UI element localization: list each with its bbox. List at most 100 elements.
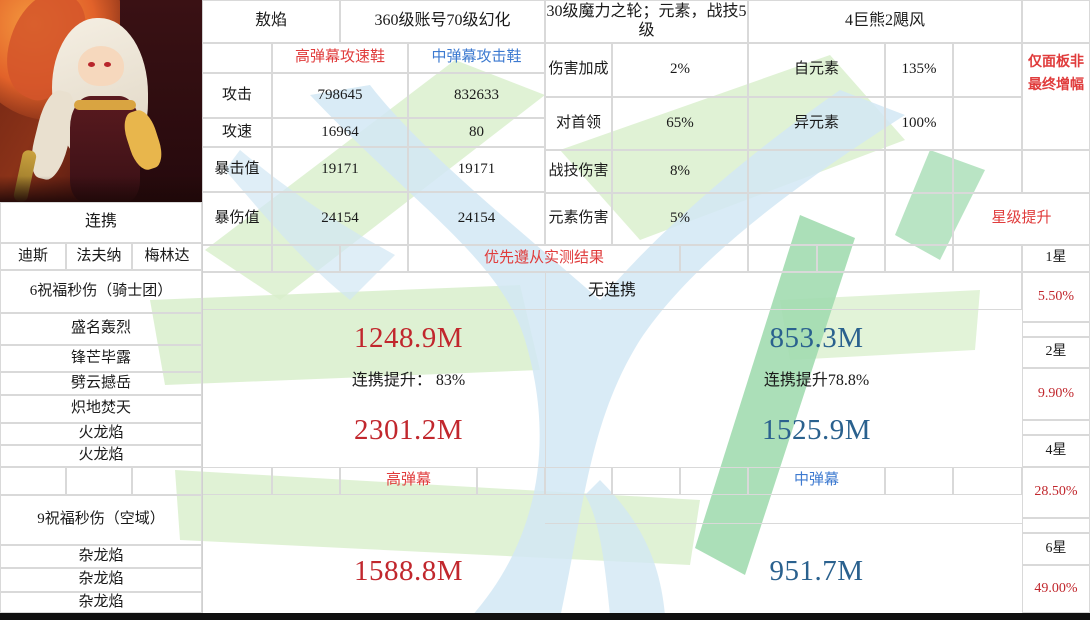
- link-partner-1[interactable]: 迪斯: [0, 243, 66, 270]
- dps-blessing9-row[interactable]: 1588.8M 951.7M: [202, 495, 1022, 613]
- link-title[interactable]: 连携: [0, 202, 202, 243]
- star-empty-2[interactable]: [1022, 420, 1090, 435]
- priority-row-empty-6[interactable]: [817, 245, 885, 272]
- stat-label-critdmg[interactable]: 暴伤值: [202, 192, 272, 245]
- star-1-value[interactable]: 5.50%: [1022, 272, 1090, 322]
- dmg-value-element[interactable]: 5%: [612, 193, 748, 245]
- mode-row-empty-2[interactable]: [272, 467, 340, 495]
- stat-attack-high[interactable]: 798645: [272, 73, 408, 118]
- blessing6-skill-4[interactable]: 炽地焚天: [0, 395, 202, 423]
- element-value-other[interactable]: 100%: [885, 97, 953, 150]
- stat-label-crit[interactable]: 暴击值: [202, 147, 272, 192]
- character-eye: [104, 62, 111, 67]
- mode-row-empty-4[interactable]: [545, 467, 612, 495]
- mode-row-empty-8[interactable]: [953, 467, 1022, 495]
- mode-row-empty-5[interactable]: [612, 467, 680, 495]
- dmg-value-skill[interactable]: 8%: [612, 150, 748, 193]
- stat-critdmg-high[interactable]: 24154: [272, 192, 408, 245]
- priority-row-empty-4[interactable]: [680, 245, 748, 272]
- element-empty-5[interactable]: [953, 150, 1022, 193]
- blessing6-skill-6[interactable]: 火龙焰: [0, 445, 202, 467]
- star-1-label[interactable]: 1星: [1022, 245, 1090, 272]
- link-boost-row[interactable]: 连携提升： 83% 连携提升78.8%: [202, 368, 1022, 395]
- no-link-row[interactable]: 无连携: [202, 272, 1022, 310]
- element-empty-6[interactable]: [748, 193, 885, 245]
- element-label-other[interactable]: 异元素: [748, 97, 885, 150]
- dps-blessing9-mid: 951.7M: [769, 554, 864, 587]
- blessing9-skill-2[interactable]: 杂龙焰: [0, 568, 202, 592]
- dmg-value-boss[interactable]: 65%: [612, 97, 748, 150]
- header-character-name[interactable]: 敖焰: [202, 0, 340, 43]
- blessing6-skill-2[interactable]: 锋芒毕露: [0, 345, 202, 372]
- star-6-value[interactable]: 49.00%: [1022, 565, 1090, 613]
- element-empty-2[interactable]: [953, 97, 1022, 150]
- element-empty-3[interactable]: [748, 150, 885, 193]
- mode-row-empty-7[interactable]: [885, 467, 953, 495]
- header-empty-cell[interactable]: [1022, 0, 1090, 43]
- priority-row-empty-2[interactable]: [272, 245, 340, 272]
- blessing6-skill-5[interactable]: 火龙焰: [0, 423, 202, 445]
- dmg-label-element[interactable]: 元素伤害: [545, 193, 612, 245]
- mode-row-empty-6[interactable]: [680, 467, 748, 495]
- blessing9-title[interactable]: 9祝福秒伤（空域）: [0, 495, 202, 545]
- blessing9-skill-1[interactable]: 杂龙焰: [0, 545, 202, 568]
- panel-note-empty[interactable]: [1022, 150, 1090, 193]
- element-empty-1[interactable]: [953, 43, 1022, 97]
- left-empty-2[interactable]: [66, 467, 132, 495]
- stat-label-speed[interactable]: 攻速: [202, 118, 272, 147]
- mode-label-mid[interactable]: 中弹幕: [748, 467, 885, 495]
- stats-col-mid-shoe[interactable]: 中弹幕攻击鞋: [408, 43, 545, 73]
- element-label-self[interactable]: 自元素: [748, 43, 885, 97]
- priority-row-empty-7[interactable]: [885, 245, 953, 272]
- link-partner-2[interactable]: 法夫纳: [66, 243, 132, 270]
- left-empty-1[interactable]: [0, 467, 66, 495]
- blessing9-skill-3[interactable]: 杂龙焰: [0, 592, 202, 613]
- dps-no-link-row[interactable]: 1248.9M 853.3M: [202, 310, 1022, 368]
- mode-row-empty-1[interactable]: [202, 467, 272, 495]
- star-2-label[interactable]: 2星: [1022, 337, 1090, 368]
- star-empty-3[interactable]: [1022, 518, 1090, 533]
- character-face: [78, 46, 124, 86]
- panel-note[interactable]: 仅面板非最终增幅: [1022, 43, 1090, 150]
- blessing6-title[interactable]: 6祝福秒伤（骑士团）: [0, 270, 202, 313]
- priority-row-empty-3[interactable]: [340, 245, 408, 272]
- dps-link-high: 2301.2M: [353, 414, 464, 447]
- blessing6-skill-1[interactable]: 盛名轰烈: [0, 313, 202, 345]
- stat-critdmg-mid[interactable]: 24154: [408, 192, 545, 245]
- link-partner-3[interactable]: 梅林达: [132, 243, 202, 270]
- stat-attack-mid[interactable]: 832633: [408, 73, 545, 118]
- header-magic-wheel[interactable]: 30级魔力之轮；元素，战技5级: [545, 0, 748, 43]
- stats-corner-cell[interactable]: [202, 43, 272, 73]
- blessing6-skill-3[interactable]: 劈云撼岳: [0, 372, 202, 395]
- mode-row-empty-3[interactable]: [477, 467, 545, 495]
- stat-speed-high[interactable]: 16964: [272, 118, 408, 147]
- priority-note[interactable]: 优先遵从实测结果: [408, 245, 680, 272]
- dmg-label-boss[interactable]: 对首领: [545, 97, 612, 150]
- priority-row-empty-8[interactable]: [953, 245, 1022, 272]
- dmg-value-bonus[interactable]: 2%: [612, 43, 748, 97]
- stats-col-high-shoe[interactable]: 高弹幕攻速鞋: [272, 43, 408, 73]
- element-empty-4[interactable]: [885, 150, 953, 193]
- star-6-label[interactable]: 6星: [1022, 533, 1090, 565]
- dmg-label-skill[interactable]: 战技伤害: [545, 150, 612, 193]
- stat-crit-high[interactable]: 19171: [272, 147, 408, 192]
- star-4-value[interactable]: 28.50%: [1022, 467, 1090, 518]
- priority-row-empty-5[interactable]: [748, 245, 817, 272]
- bottom-border-bar: [0, 613, 1090, 620]
- star-4-label[interactable]: 4星: [1022, 435, 1090, 467]
- header-account-level[interactable]: 360级账号70级幻化: [340, 0, 545, 43]
- header-pets[interactable]: 4巨熊2飓风: [748, 0, 1022, 43]
- dps-link-row[interactable]: 2301.2M 1525.9M: [202, 395, 1022, 467]
- star-empty-1[interactable]: [1022, 322, 1090, 337]
- stat-label-attack[interactable]: 攻击: [202, 73, 272, 118]
- left-empty-3[interactable]: [132, 467, 202, 495]
- mode-label-high[interactable]: 高弹幕: [340, 467, 477, 495]
- stat-speed-mid[interactable]: 80: [408, 118, 545, 147]
- dmg-label-bonus[interactable]: 伤害加成: [545, 43, 612, 97]
- element-empty-7[interactable]: [885, 193, 953, 245]
- element-value-self[interactable]: 135%: [885, 43, 953, 97]
- priority-row-empty-1[interactable]: [202, 245, 272, 272]
- star-2-value[interactable]: 9.90%: [1022, 368, 1090, 420]
- stat-crit-mid[interactable]: 19171: [408, 147, 545, 192]
- star-section-title[interactable]: 星级提升: [953, 193, 1090, 245]
